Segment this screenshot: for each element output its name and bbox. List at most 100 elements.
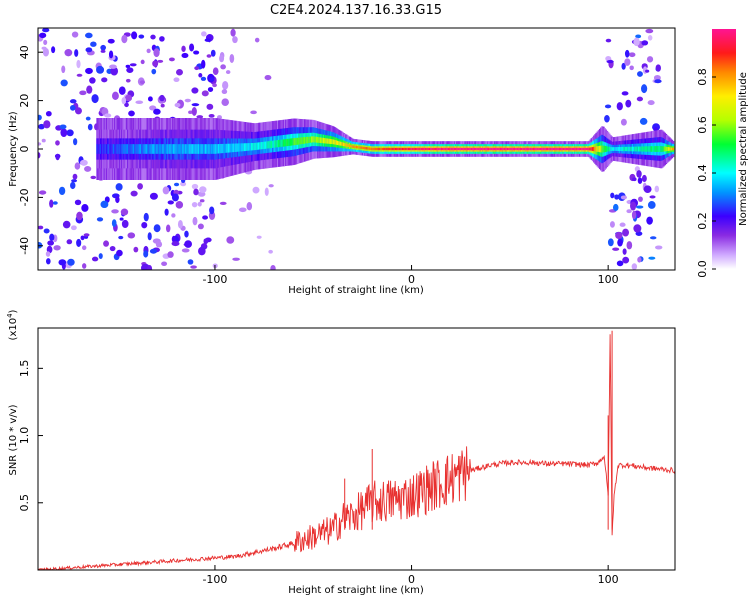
- heatmap-ridge-cell: [375, 147, 379, 151]
- heatmap-cell: [210, 49, 216, 57]
- heatmap-cell: [38, 225, 44, 230]
- heatmap-ridge-cell: [229, 143, 232, 153]
- heatmap-cell: [643, 185, 652, 193]
- heatmap-ridge-cell: [454, 147, 458, 151]
- heatmap-cell: [129, 63, 137, 67]
- heatmap-cell: [74, 199, 82, 206]
- y-tick-label: 1.0: [18, 427, 31, 445]
- heatmap-cell: [648, 256, 656, 260]
- heatmap-ridge-cell: [108, 144, 111, 154]
- heatmap-ridge-cell: [294, 137, 297, 146]
- heatmap-ridge-cell: [432, 147, 435, 151]
- heatmap-ridge-cell: [203, 144, 206, 154]
- heatmap-ridge-cell: [143, 144, 146, 154]
- heatmap-ridge-cell: [337, 140, 340, 146]
- heatmap-ridge-cell: [499, 147, 503, 151]
- heatmap-ridge-cell: [339, 141, 342, 146]
- heatmap-ridge-cell: [585, 147, 589, 151]
- heatmap-ridge-cell: [411, 147, 414, 151]
- heatmap-ridge-cell: [255, 142, 258, 150]
- heatmap-ridge-cell: [615, 147, 618, 151]
- heatmap-ridge-cell: [193, 144, 196, 154]
- heatmap-cell: [189, 43, 195, 52]
- heatmap-cell: [84, 165, 92, 172]
- heatmap-ridge-cell: [184, 144, 188, 154]
- heatmap-ridge-cell: [522, 147, 525, 151]
- heatmap-ridge-cell: [331, 139, 334, 145]
- heatmap-ridge-cell: [103, 144, 106, 154]
- heatmap-cell: [620, 118, 627, 126]
- heatmap-ridge-cell: [397, 147, 400, 151]
- heatmap-cell: [85, 32, 93, 39]
- heatmap-ridge-cell: [145, 144, 149, 154]
- heatmap-cell: [181, 45, 186, 52]
- heatmap-ridge-cell: [453, 147, 457, 151]
- colorbar-label: Normalized spectral amplitude: [738, 72, 749, 226]
- heatmap-ridge-cell: [571, 147, 574, 151]
- heatmap-ridge-cell: [423, 147, 426, 151]
- heatmap-cell: [615, 231, 623, 240]
- heatmap-y-axis-label: Frequency (Hz): [8, 111, 19, 187]
- heatmap-cell: [90, 175, 97, 180]
- heatmap-ridge-cell: [479, 147, 482, 151]
- heatmap-ridge-cell: [248, 143, 251, 151]
- heatmap-cell: [74, 49, 79, 57]
- heatmap-ridge-cell: [618, 147, 622, 151]
- heatmap-ridge-cell: [602, 145, 605, 153]
- heatmap-cell: [190, 265, 197, 269]
- heatmap-ridge-cell: [352, 145, 355, 148]
- heatmap-ridge-cell: [469, 147, 472, 151]
- heatmap-ridge-cell: [636, 146, 639, 152]
- heatmap-ridge-cell: [456, 147, 459, 151]
- heatmap-cell: [135, 100, 144, 105]
- heatmap-ridge-cell: [666, 146, 669, 152]
- heatmap-ridge-cell: [119, 144, 123, 154]
- heatmap-cell: [191, 107, 197, 116]
- heatmap-ridge-cell: [548, 147, 551, 151]
- heatmap-ridge-cell: [558, 147, 561, 151]
- heatmap-cell: [89, 77, 96, 84]
- heatmap-ridge-cell: [302, 137, 306, 144]
- heatmap-cell: [225, 70, 231, 75]
- heatmap-ridge-cell: [564, 147, 567, 151]
- heatmap-cell: [268, 249, 273, 254]
- heatmap-ridge-cell: [228, 143, 231, 153]
- heatmap-ridge-cell: [477, 147, 480, 151]
- heatmap-ridge-cell: [398, 147, 401, 151]
- heatmap-cell: [74, 107, 82, 115]
- heatmap-ridge-cell: [170, 144, 173, 154]
- heatmap-ridge-cell: [280, 139, 283, 147]
- heatmap-ridge-cell: [295, 137, 298, 145]
- heatmap-ridge-cell: [491, 147, 494, 151]
- heatmap-cell: [201, 31, 207, 37]
- heatmap-ridge-cell: [173, 144, 176, 154]
- heatmap-ridge-cell: [650, 146, 654, 152]
- heatmap-cell: [162, 186, 170, 195]
- heatmap-ridge-cell: [130, 144, 133, 154]
- heatmap-ridge-cell: [164, 144, 167, 154]
- heatmap-cell: [191, 103, 200, 107]
- heatmap-ridge-cell: [470, 147, 473, 151]
- heatmap-ridge-cell: [309, 136, 313, 143]
- heatmap-ridge-cell: [580, 147, 583, 151]
- heatmap-ridge-cell: [505, 147, 508, 151]
- heatmap-ridge-cell: [429, 147, 432, 151]
- heatmap-ridge-cell: [660, 145, 663, 153]
- heatmap-cell: [173, 77, 180, 83]
- heatmap-ridge-cell: [220, 143, 223, 154]
- heatmap-ridge-cell: [171, 144, 175, 154]
- heatmap-cell: [171, 213, 176, 218]
- heatmap-cell: [232, 257, 240, 261]
- heatmap-ridge-cell: [519, 147, 523, 151]
- heatmap-cell: [111, 91, 119, 100]
- heatmap-cell: [232, 36, 238, 44]
- heatmap-ridge-cell: [657, 146, 661, 152]
- heatmap-ridge-cell: [605, 146, 609, 152]
- heatmap-ridge-cell: [446, 147, 449, 151]
- heatmap-cell: [150, 34, 156, 40]
- heatmap-cell: [621, 62, 626, 70]
- heatmap-ridge-cell: [328, 138, 331, 144]
- heatmap-ridge-cell: [565, 147, 569, 151]
- heatmap-ridge-cell: [593, 146, 596, 152]
- heatmap-ridge-cell: [305, 136, 308, 144]
